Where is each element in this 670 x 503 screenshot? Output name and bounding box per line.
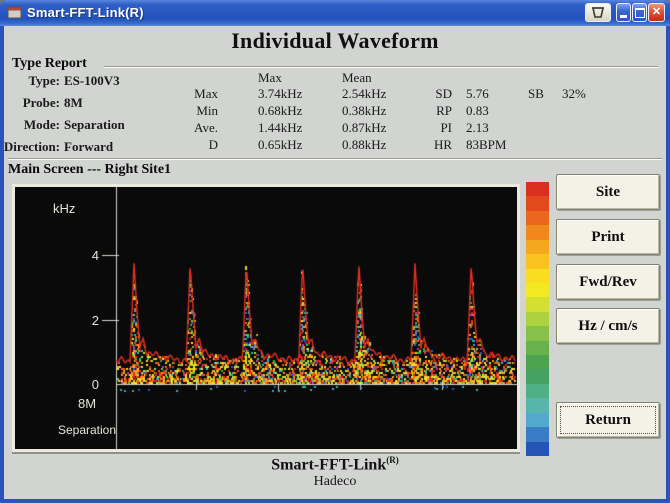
- sb-label: SB: [528, 86, 544, 101]
- trash-button[interactable]: [585, 3, 611, 22]
- return-button[interactable]: Return: [556, 402, 660, 438]
- row-label: Min: [196, 103, 218, 118]
- col-header-max: Max: [258, 70, 282, 85]
- doppler-spectrogram: [15, 187, 517, 449]
- group-divider-bottom: [8, 158, 662, 160]
- stat-label: HR: [433, 137, 452, 152]
- probe-label: 8M: [77, 396, 97, 411]
- info-label: Mode:: [23, 117, 60, 132]
- print-button[interactable]: Print: [556, 219, 660, 255]
- footer-brand: Smart-FFT-Link(R): [0, 455, 670, 474]
- stat-value: 83BPM: [466, 137, 507, 152]
- row-label: D: [208, 137, 218, 152]
- maximize-icon: [634, 7, 645, 18]
- cell-max: 0.65kHz: [258, 137, 303, 152]
- close-button[interactable]: ✕: [648, 3, 665, 22]
- stat-label: SD: [435, 86, 452, 101]
- info-value: Separation: [64, 117, 125, 132]
- stat-value: 5.76: [466, 86, 489, 101]
- info-label: Probe:: [22, 95, 60, 110]
- type-report-label: Type Report: [12, 56, 87, 71]
- window-title: Smart-FFT-Link(R): [27, 5, 144, 20]
- waveform-display: kHz 4 2 0 8M Separation: [12, 184, 520, 452]
- cell-mean: 0.38kHz: [342, 103, 387, 118]
- y-axis-unit: kHz: [53, 201, 76, 216]
- cell-max: 0.68kHz: [258, 103, 303, 118]
- info-label: Direction:: [3, 139, 60, 154]
- main-screen-title: Main Screen --- Right Site1: [8, 162, 172, 177]
- trash-icon: [592, 7, 604, 18]
- cell-max: 3.74kHz: [258, 86, 303, 101]
- minimize-button[interactable]: [616, 3, 631, 22]
- footer-brand-text: Smart-FFT-Link: [271, 456, 387, 474]
- y-tick-2: 2: [91, 313, 99, 328]
- stat-value: 0.83: [466, 103, 489, 118]
- fwd-rev-button[interactable]: Fwd/Rev: [556, 264, 660, 300]
- sb-value: 32%: [562, 86, 586, 101]
- close-icon: ✕: [651, 6, 662, 18]
- stat-value: 2.13: [466, 120, 489, 135]
- footer-reg-mark: (R): [386, 455, 399, 465]
- info-label: Type:: [28, 73, 60, 88]
- cell-max: 1.44kHz: [258, 120, 303, 135]
- color-scale-bar: [526, 182, 549, 457]
- col-header-mean: Mean: [342, 70, 372, 85]
- page-title: Individual Waveform: [231, 28, 439, 53]
- info-value: 8M: [64, 95, 83, 110]
- title-bar[interactable]: Smart-FFT-Link(R) ✕: [0, 0, 670, 26]
- group-divider-top: [104, 66, 658, 68]
- cell-mean: 0.88kHz: [342, 137, 387, 152]
- mode-label: Separation: [57, 423, 117, 437]
- y-tick-4: 4: [91, 248, 99, 263]
- app-icon: [7, 5, 22, 20]
- row-label: Max: [194, 86, 218, 101]
- footer-company: Hadeco: [313, 474, 357, 489]
- cell-mean: 0.87kHz: [342, 120, 387, 135]
- hz-cms-button[interactable]: Hz / cm/s: [556, 308, 660, 344]
- info-value: Forward: [64, 139, 114, 154]
- site-button[interactable]: Site: [556, 174, 660, 210]
- minimize-icon: [620, 15, 627, 18]
- stat-label: RP: [436, 103, 452, 118]
- stat-label: PI: [440, 120, 452, 135]
- info-value: ES-100V3: [64, 73, 120, 88]
- maximize-button[interactable]: [632, 3, 647, 22]
- cell-mean: 2.54kHz: [342, 86, 387, 101]
- y-tick-0: 0: [91, 377, 99, 392]
- row-label: Ave.: [194, 120, 218, 135]
